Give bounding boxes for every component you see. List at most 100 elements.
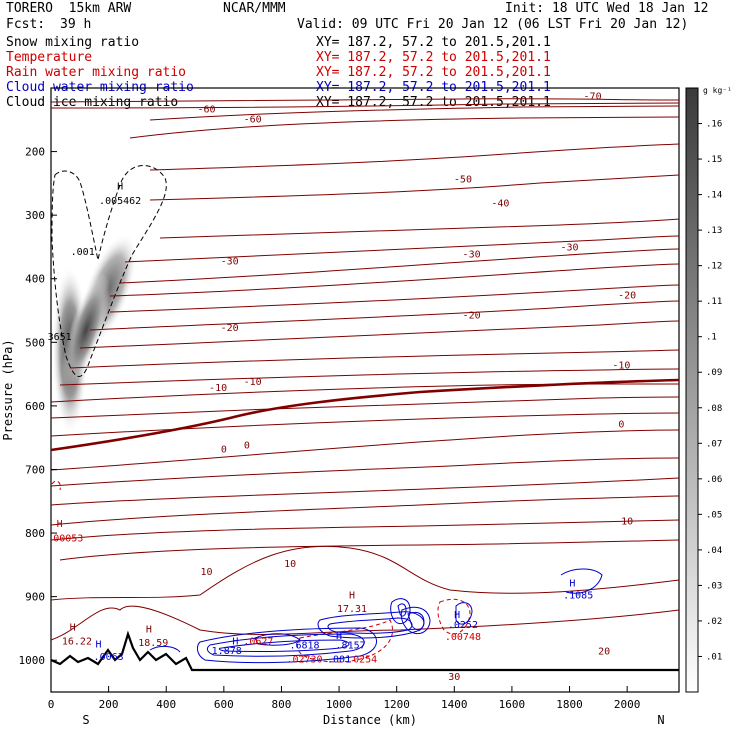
temperature-label: 20 (598, 647, 610, 658)
legend-temperature: Temperature (6, 50, 93, 65)
colorbar (685, 87, 699, 693)
y-axis-label: Pressure (hPa) (1, 339, 15, 440)
temperature-label: -20 (221, 323, 239, 334)
temperature-label: -30 (463, 249, 481, 260)
extremum-label: .001 (327, 654, 351, 665)
legend-rain: Rain water mixing ratio (6, 65, 187, 80)
y-tick-label: 900 (25, 591, 45, 604)
snow-shading (52, 233, 138, 435)
colorbar-ticks: .01 .02 .03 .04 .05 .06 .07 .08 .09 .1 .11 .12 .13 .1… (698, 120, 722, 662)
temperature-label: -70 (584, 92, 602, 103)
colorbar-tick-label: .12 (706, 262, 722, 272)
y-tick-label: 800 (25, 527, 45, 540)
extremum-label: H (569, 579, 575, 590)
temperature-label: -30 (561, 242, 579, 253)
temperature-label: -20 (463, 310, 481, 321)
extremum-label: .6818 (289, 640, 319, 651)
extremum-label: .1085 (563, 591, 593, 602)
extremum-label: H (349, 591, 355, 602)
legend-rain-xy: XY= 187.2, 57.2 to 201.5,201.1 (316, 65, 551, 80)
temperature-label: 0 (221, 444, 227, 455)
temperature-label: 10 (284, 559, 296, 570)
extremum-label: .0627 (243, 637, 273, 648)
x-end-label-left: S (82, 713, 89, 727)
extremum-label: H (336, 631, 342, 642)
freezing-level-contour (50, 378, 680, 452)
colorbar-tick-label: .15 (706, 155, 722, 165)
extremum-label: H (146, 624, 152, 635)
x-axis-label: Distance (km) (323, 713, 417, 727)
colorbar-tick-label: .07 (706, 439, 722, 449)
extremum-label: 00053 (53, 534, 83, 545)
y-tick-label: 500 (25, 336, 45, 349)
terrain (50, 630, 679, 672)
cloud-ice-contour (51, 165, 167, 377)
y-tick-label: 1000 (19, 654, 46, 667)
legend-cloud-ice: Cloud ice mixing ratio (6, 95, 179, 110)
colorbar-unit: g kg⁻¹ (703, 86, 732, 95)
colorbar-tick-label: .16 (706, 120, 722, 130)
forecast-label: Fcst: (6, 17, 46, 32)
temperature-label: 10 (201, 567, 213, 578)
x-tick-label: 600 (214, 698, 234, 711)
extremum-label: H (117, 181, 123, 192)
colorbar-tick-label: .13 (706, 226, 722, 236)
colorbar-tick-label: .1 (706, 333, 717, 343)
extremum-label: .005462 (99, 196, 141, 207)
extremum-label: .8157 (336, 640, 366, 651)
extremum-label: .0063 (94, 652, 124, 663)
y-tick-label: 300 (25, 209, 45, 222)
x-tick-label: 1000 (326, 698, 353, 711)
extremum-label: .00748 (445, 632, 481, 643)
colorbar-tick-label: .11 (706, 297, 722, 307)
extremum-label: H (70, 623, 76, 634)
init-time: Init: 18 UTC Wed 18 Jan 12 (505, 1, 709, 16)
extremum-label: 16.22 (62, 637, 92, 648)
org-label: NCAR/MMM (223, 1, 286, 16)
cloud-water-contours (149, 568, 603, 664)
y-tick-label: 400 (25, 273, 45, 286)
forecast-hours: 39 h (60, 17, 92, 32)
temperature-label: 10 (621, 516, 633, 527)
model-title: TORERO 15km ARW (6, 1, 132, 16)
colorbar-tick-label: .08 (706, 404, 722, 414)
colorbar-tick-label: .04 (706, 546, 722, 556)
temperature-label: -60 (244, 115, 262, 126)
colorbar-tick-label: .09 (706, 368, 722, 378)
x-tick-label: 200 (99, 698, 119, 711)
y-tick-label: 600 (25, 400, 45, 413)
temperature-label: -50 (454, 174, 472, 185)
extremum-label: .02730 (286, 654, 322, 665)
temperature-label: 30 (448, 672, 460, 683)
x-tick-label: 1600 (499, 698, 526, 711)
plot-frame (50, 87, 680, 693)
x-tick-label: 800 (272, 698, 292, 711)
extremum-label: H (232, 637, 238, 648)
temperature-label: -40 (491, 198, 509, 209)
temperature-contours (50, 98, 680, 641)
extremum-label: .0254 (347, 654, 377, 665)
extremum-label: H (454, 610, 460, 621)
x-tick-label: 2000 (614, 698, 641, 711)
legend-xy-top: XY= 187.2, 57.2 to 201.5,201.1 (316, 35, 551, 50)
legend-temperature-xy: XY= 187.2, 57.2 to 201.5,201.1 (316, 50, 551, 65)
y-tick-label: 200 (25, 146, 45, 159)
temperature-label: 0 (618, 420, 624, 431)
extremum-label: 1.878 (212, 646, 242, 657)
colorbar-tick-label: .14 (706, 191, 722, 201)
temperature-label: -10 (612, 361, 630, 372)
x-tick-label: 1800 (556, 698, 583, 711)
legend-snow: Snow mixing ratio (6, 35, 140, 50)
temperature-label: -10 (244, 377, 262, 388)
extremum-label: 18.59 (138, 638, 168, 649)
extremum-label: H (57, 519, 63, 530)
x-tick-label: 1200 (383, 698, 410, 711)
temperature-label: -10 (209, 383, 227, 394)
x-tick-label: 400 (156, 698, 176, 711)
colorbar-tick-label: .06 (706, 475, 722, 485)
y-axis: 200 300 400 500 600 700 800 900 1000 (19, 146, 57, 667)
x-axis: 0 200 400 600 800 1000 1200 1400 1600 1800 2000 (48, 686, 641, 711)
extrema-labels: H .005462 .001 3651 H 00053 H 16.22 H 18.59 H 17.31… (48, 181, 594, 665)
colorbar-tick-label: .03 (706, 581, 722, 591)
